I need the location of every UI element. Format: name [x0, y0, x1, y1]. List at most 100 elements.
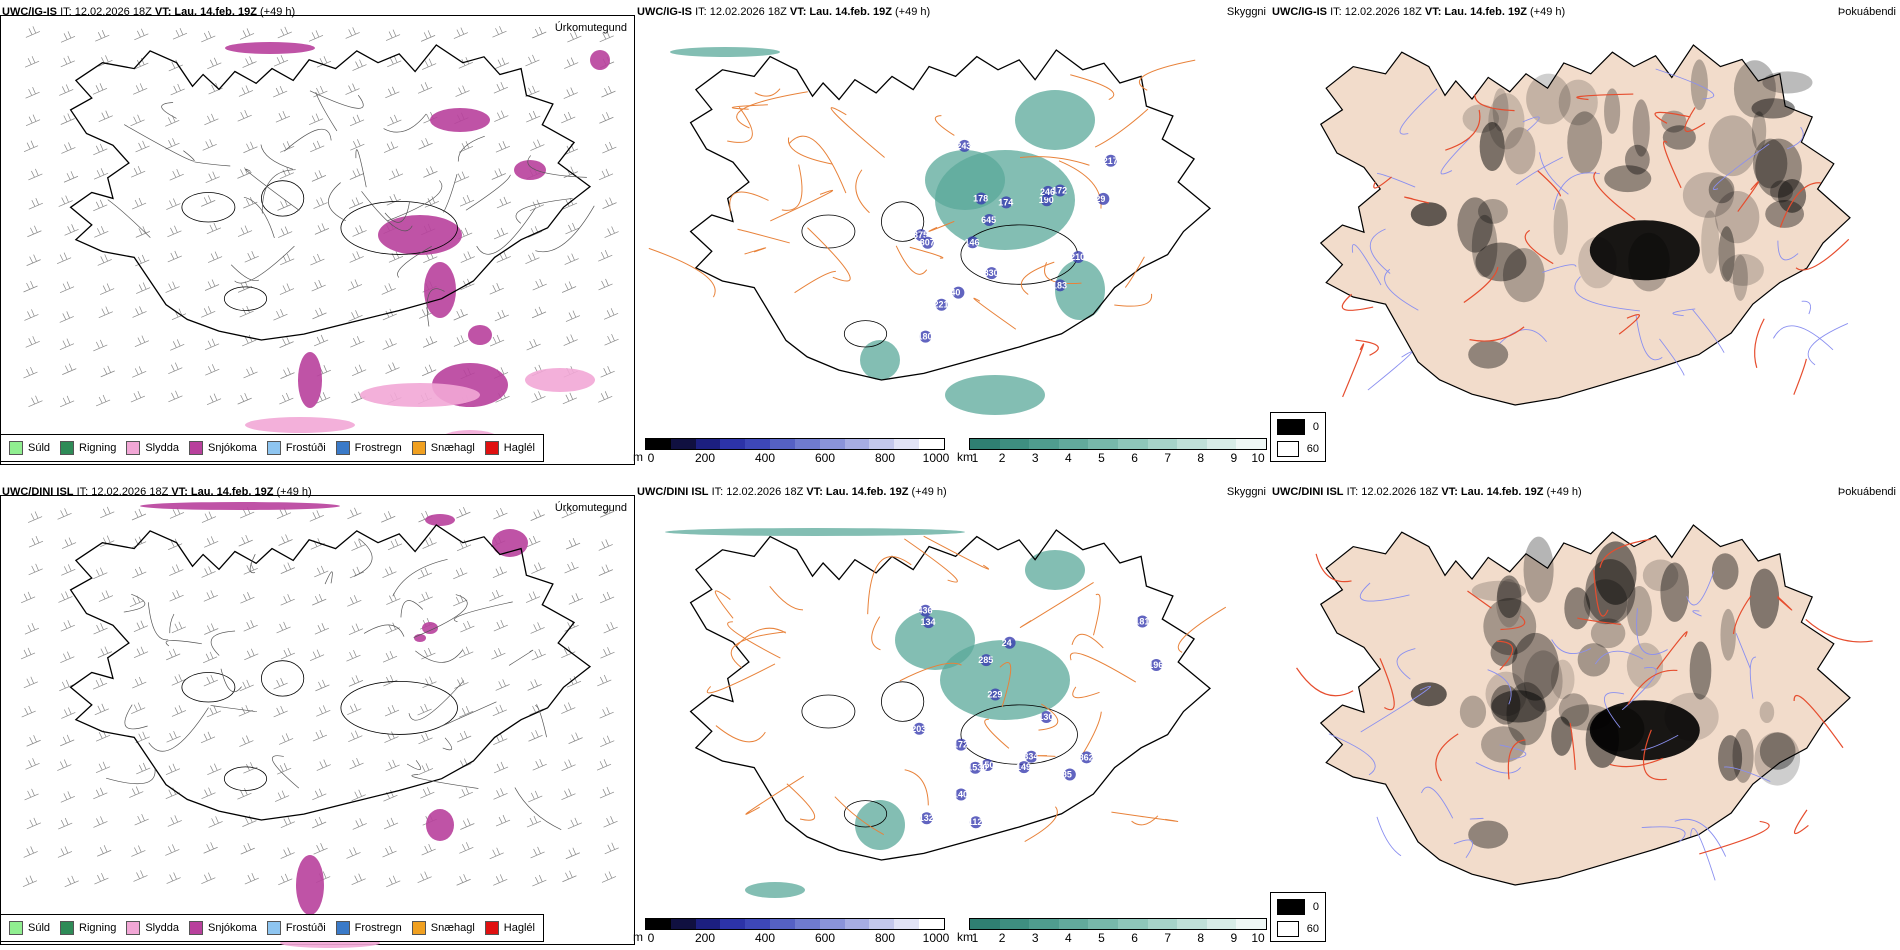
fog-index-area: [1689, 641, 1712, 700]
valid-time: VT: Lau. 14.feb. 19Z: [171, 486, 274, 498]
wind-barb: [568, 732, 583, 744]
legend-swatch: [188, 441, 203, 455]
wind-barb: [203, 590, 218, 602]
ceiling-blob: [969, 816, 982, 829]
road: [443, 173, 458, 213]
fog-index-area: [1660, 562, 1690, 622]
fog-index-area: [1718, 735, 1743, 781]
wind-barb: [280, 816, 295, 829]
scale-unit: m: [633, 450, 643, 464]
fog-index-area: [1471, 214, 1498, 278]
wind-barb: [387, 114, 402, 127]
road: [1445, 109, 1481, 151]
legend-swatch: [335, 441, 350, 455]
wind-barb: [382, 338, 397, 350]
wind-barb: [314, 565, 329, 578]
wind-barb: [598, 250, 613, 262]
wind-barb: [420, 787, 435, 799]
wind-barb: [28, 395, 43, 408]
road: [1342, 343, 1365, 398]
scale-bin: [1206, 439, 1237, 449]
fog-index-area: [1459, 695, 1487, 729]
wind-barb: [240, 842, 255, 855]
scale-bin: [646, 919, 671, 929]
legend-swatch: [126, 921, 141, 935]
land: [1319, 524, 1851, 886]
ceiling-label: 285: [978, 655, 993, 665]
wind-barb: [493, 507, 508, 520]
river: [1777, 240, 1799, 261]
road: [1524, 229, 1554, 265]
road: [1656, 631, 1688, 670]
river: [1692, 309, 1725, 353]
parameter-name: Skyggni: [1226, 6, 1266, 18]
wind-barb: [24, 56, 40, 68]
wind-barb: [239, 679, 254, 692]
wind-barb: [165, 138, 180, 150]
wind-barb: [489, 847, 504, 860]
glacier-outline: [260, 180, 305, 217]
wind-barb: [493, 619, 508, 632]
scale-bin: [1117, 919, 1148, 929]
road: [411, 774, 479, 789]
scale-tick-label: 200: [694, 451, 716, 465]
scale-bin: [720, 919, 746, 929]
fog-key-light-label: 60: [1306, 443, 1319, 455]
road: [736, 91, 808, 129]
wind-barb: [24, 788, 39, 801]
wind-barb: [205, 171, 220, 183]
ceiling-blob: [921, 236, 934, 249]
legend-swatch: [266, 441, 281, 455]
legend-item: Frostregn: [335, 441, 402, 455]
road: [169, 613, 175, 634]
wind-barb: [242, 334, 257, 347]
wind-barb: [98, 590, 114, 602]
wind-barb: [28, 168, 43, 181]
wind-barb: [494, 57, 510, 70]
fog-index-area: [1732, 254, 1748, 301]
river: [1542, 264, 1577, 273]
ceiling-blob: [1054, 184, 1067, 197]
road: [1805, 618, 1873, 643]
wind-barb: [131, 508, 147, 521]
scale-tick-label: 2: [998, 451, 1006, 465]
ceiling-blob: [955, 738, 968, 751]
road: [899, 662, 962, 682]
fog-index-area: [1504, 127, 1536, 175]
ceiling-blob: [913, 722, 926, 735]
wind-barb: [387, 538, 403, 551]
legend-item: Frostregn: [335, 921, 402, 935]
river: [1469, 817, 1484, 820]
wind-barb: [491, 168, 506, 180]
ceiling-blob: [1080, 751, 1093, 764]
wind-barb: [564, 57, 579, 69]
panel-title: UWC/DINI ISL IT: 12.02.2026 18Z VT: Lau.…: [2, 486, 312, 498]
river: [1396, 648, 1416, 680]
wind-barb: [316, 705, 331, 717]
fog-index-area: [1701, 210, 1720, 274]
wind-barb: [598, 539, 613, 551]
road: [744, 247, 767, 255]
river: [1807, 323, 1849, 366]
scale-colorbar: [645, 918, 945, 930]
coastline: [69, 44, 592, 341]
scale-bin: [1088, 919, 1118, 929]
fog-index-area: [1558, 693, 1590, 727]
wind-barb: [60, 113, 75, 125]
road: [1069, 652, 1137, 683]
wind-barb: [23, 676, 38, 689]
wind-barb: [600, 366, 615, 378]
wind-barb: [280, 647, 296, 660]
fog-index-area: [1485, 671, 1527, 717]
scale-tick-label: 4: [1064, 931, 1072, 945]
river: [1672, 308, 1696, 317]
wind-barb: [311, 170, 327, 182]
road: [261, 169, 296, 214]
wind-barb: [565, 537, 581, 550]
low-visibility-area: [670, 47, 780, 57]
river: [1360, 685, 1431, 733]
ceiling-label: 112: [968, 817, 983, 827]
fog-index-area: [1754, 731, 1801, 786]
wind-barb: [381, 511, 396, 523]
ceiling-blob: [919, 330, 932, 343]
